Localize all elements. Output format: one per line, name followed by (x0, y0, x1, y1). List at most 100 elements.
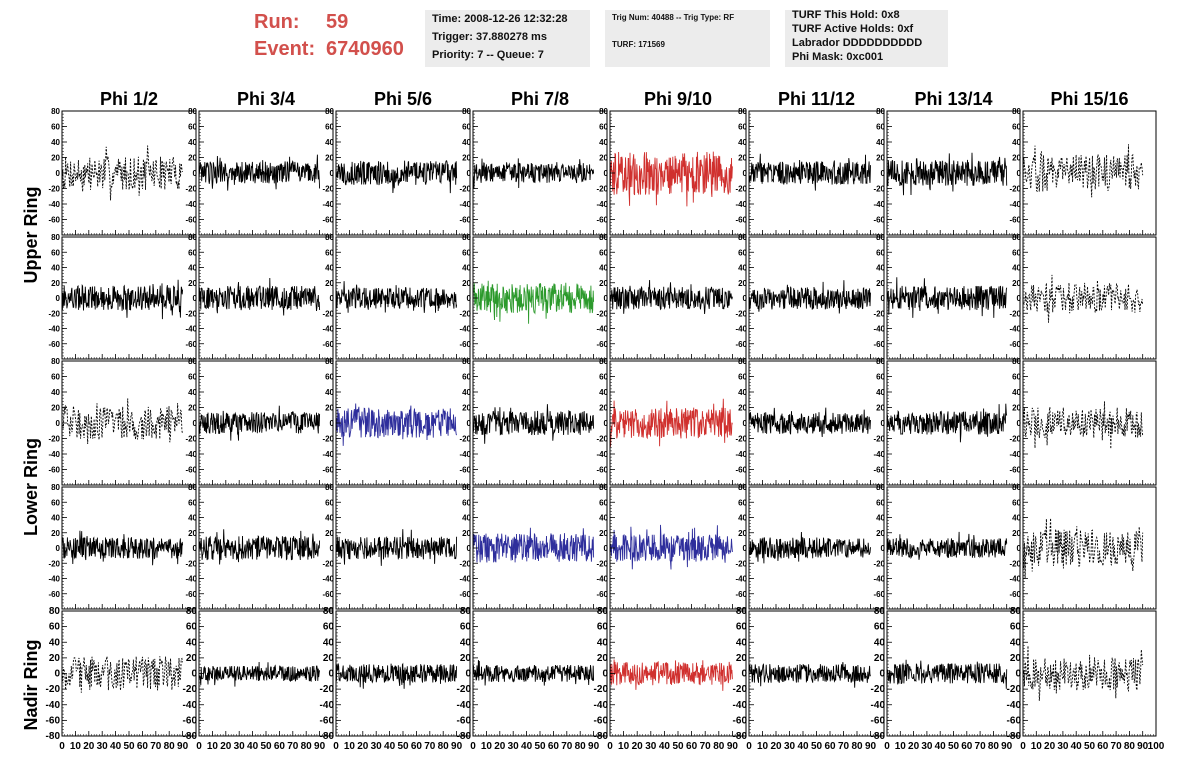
y-tick-label: -20 (48, 559, 60, 568)
y-tick-label: 60 (460, 622, 472, 633)
x-tick-label: 20 (908, 741, 920, 752)
column-title: Phi 5/6 (374, 89, 432, 109)
turf-text: TURF: 171569 (612, 40, 665, 49)
x-tick-label: 60 (548, 741, 560, 752)
y-tick-label: -40 (1009, 575, 1021, 584)
y-tick-label: 40 (325, 264, 334, 273)
y-tick-label: -40 (185, 200, 197, 209)
ring-label: Upper Ring (21, 187, 41, 284)
x-tick-label: 70 (561, 741, 573, 752)
panel-frame (609, 236, 747, 360)
y-tick-label: 40 (188, 388, 197, 397)
y-tick-label: -80 (1007, 731, 1022, 742)
y-tick-label: -40 (871, 700, 886, 711)
x-tick-label: 90 (1137, 741, 1149, 752)
x-tick-label: 30 (1057, 741, 1069, 752)
y-tick-label: 20 (188, 404, 197, 413)
x-tick-label: 0 (59, 741, 65, 752)
waveform-trace (609, 279, 733, 315)
y-tick-label: 40 (325, 388, 334, 397)
y-tick-label: 0 (602, 669, 608, 680)
y-tick-label: 60 (876, 248, 885, 257)
y-tick-label: 20 (1012, 404, 1021, 413)
y-tick-label: 60 (1012, 248, 1021, 257)
y-tick-label: 20 (1012, 279, 1021, 288)
y-tick-label: -40 (48, 325, 60, 334)
y-tick-label: 80 (736, 606, 748, 617)
y-tick-label: 80 (738, 357, 747, 366)
waveform-trace (1022, 144, 1144, 198)
x-tick-label: 20 (1044, 741, 1056, 752)
y-tick-label: 0 (467, 419, 472, 428)
y-tick-label: 0 (56, 169, 61, 178)
y-tick-label: -80 (457, 731, 472, 742)
y-tick-label: 0 (1017, 169, 1022, 178)
waveform-trace (61, 145, 184, 201)
y-tick-label: -60 (185, 216, 197, 225)
y-tick-label: 80 (599, 107, 608, 116)
x-tick-label: 30 (508, 741, 520, 752)
y-tick-label: -40 (185, 450, 197, 459)
y-tick-label: 40 (462, 138, 471, 147)
y-tick-label: 0 (56, 294, 61, 303)
y-tick-label: -40 (185, 575, 197, 584)
waveform-trace (748, 280, 871, 314)
y-tick-label: 40 (51, 388, 60, 397)
y-tick-label: 60 (876, 373, 885, 382)
y-tick-label: -40 (735, 575, 747, 584)
x-tick-label: 80 (1124, 741, 1136, 752)
y-tick-label: 20 (460, 653, 472, 664)
y-tick-label: -40 (459, 575, 471, 584)
y-tick-label: -40 (1009, 450, 1021, 459)
y-tick-label: 0 (741, 669, 747, 680)
y-tick-label: 40 (460, 637, 472, 648)
y-tick-label: -20 (596, 559, 608, 568)
x-tick-label: 70 (838, 741, 850, 752)
x-tick-label: 80 (988, 741, 1000, 752)
y-tick-label: -40 (596, 325, 608, 334)
waveform-trace (335, 281, 458, 313)
x-tick-label: 20 (632, 741, 644, 752)
y-tick-label: -40 (459, 200, 471, 209)
y-tick-label: 60 (876, 123, 885, 132)
y-tick-label: -60 (735, 216, 747, 225)
y-tick-label: 80 (51, 357, 60, 366)
y-tick-label: -40 (457, 700, 472, 711)
x-tick-label: 0 (1020, 741, 1026, 752)
y-tick-label: -20 (873, 559, 885, 568)
waveform-trace (472, 659, 595, 686)
column-title: Phi 1/2 (100, 89, 158, 109)
x-tick-label: 50 (534, 741, 546, 752)
y-tick-label: 40 (1012, 388, 1021, 397)
time-info-box: Time: 2008-12-26 12:32:28 Trigger: 37.88… (425, 10, 590, 67)
y-tick-label: -40 (48, 200, 60, 209)
y-tick-label: 80 (462, 357, 471, 366)
y-tick-label: -20 (320, 684, 335, 695)
y-tick-label: 40 (1012, 514, 1021, 523)
column-title: Phi 3/4 (237, 89, 295, 109)
run-event-box: Run: 59 Event: 6740960 (250, 8, 420, 68)
y-tick-label: 60 (738, 123, 747, 132)
y-tick-label: -60 (735, 340, 747, 349)
run-label: Run: (254, 11, 300, 33)
y-tick-label: -40 (322, 575, 334, 584)
y-tick-label: -40 (873, 200, 885, 209)
y-tick-label: 40 (738, 138, 747, 147)
y-tick-label: 80 (460, 606, 472, 617)
y-tick-label: -40 (322, 325, 334, 334)
y-tick-label: -60 (1009, 590, 1021, 599)
y-tick-label: 40 (876, 138, 885, 147)
x-tick-label: 70 (700, 741, 712, 752)
column-title: Phi 13/14 (914, 89, 992, 109)
x-tick-label: 40 (247, 741, 259, 752)
x-tick-label: 60 (824, 741, 836, 752)
y-tick-label: -40 (873, 325, 885, 334)
y-tick-label: -20 (183, 684, 198, 695)
y-tick-label: -60 (48, 466, 60, 475)
y-tick-label: 60 (188, 373, 197, 382)
y-tick-label: 0 (1017, 544, 1022, 553)
y-tick-label: 0 (743, 544, 748, 553)
y-tick-label: 20 (462, 279, 471, 288)
y-tick-label: 0 (879, 669, 885, 680)
x-tick-label: 60 (1097, 741, 1109, 752)
